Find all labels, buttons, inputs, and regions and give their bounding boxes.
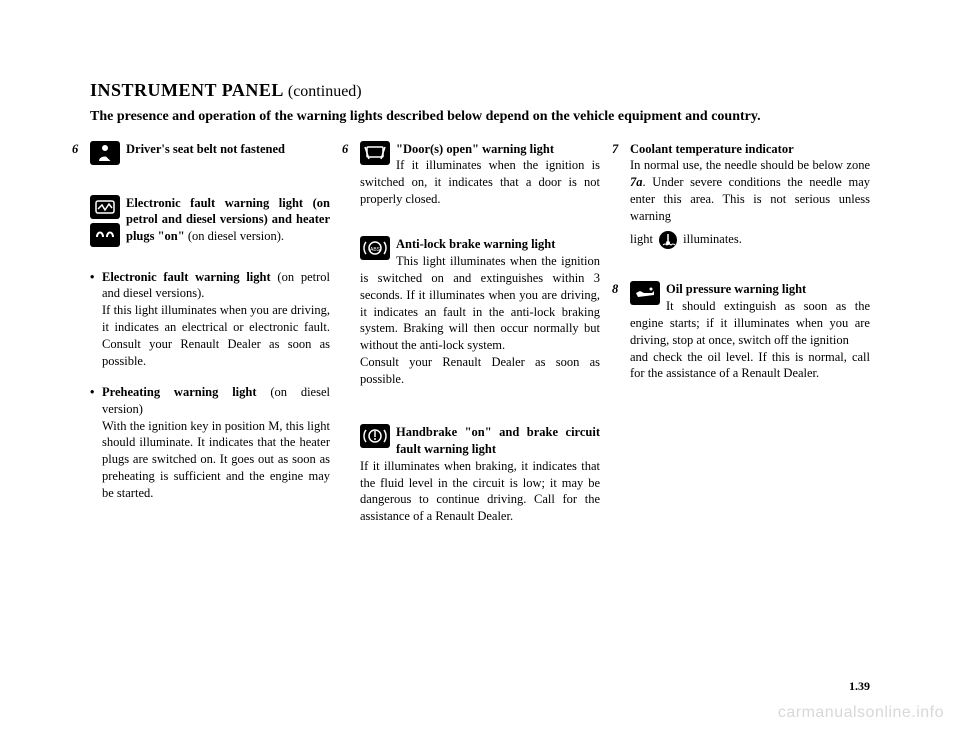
handbrake-icon bbox=[360, 424, 390, 448]
door-title: "Door(s) open" warning light bbox=[396, 142, 554, 156]
intro-text: The presence and operation of the warnin… bbox=[90, 107, 870, 127]
column-1: 6 Driver's seat belt not fastened Electr… bbox=[90, 141, 330, 546]
item-number: 8 bbox=[612, 281, 618, 298]
seatbelt-icon bbox=[90, 141, 120, 165]
item-number: 6 bbox=[342, 141, 348, 158]
electronic-fault-icon bbox=[90, 195, 120, 219]
column-3: 7 Coolant temperature indicator In norma… bbox=[630, 141, 870, 546]
bullet-preheating: Preheating warning light (on diesel vers… bbox=[90, 384, 330, 502]
coolant-title: Coolant temperature indicator bbox=[630, 142, 794, 156]
oil-body: It should extinguish as soon as the engi… bbox=[630, 299, 870, 347]
abs-title: Anti-lock brake warning light bbox=[396, 237, 555, 251]
heater-plug-icon bbox=[90, 223, 120, 247]
bullet-electronic: Electronic fault warning light (on petro… bbox=[90, 269, 330, 370]
seatbelt-title: Driver's seat belt not fastened bbox=[126, 142, 285, 156]
coolant-body-c: light bbox=[630, 232, 653, 246]
coolant-body-b: . Under severe conditions the needle may… bbox=[630, 175, 870, 223]
item-number: 6 bbox=[72, 141, 78, 158]
oil-body2: and check the oil level. If this is norm… bbox=[630, 350, 870, 381]
item-number: 7 bbox=[612, 141, 618, 158]
manual-page: INSTRUMENT PANEL (continued) The presenc… bbox=[0, 0, 960, 732]
page-heading: INSTRUMENT PANEL (continued) bbox=[90, 80, 870, 101]
abs-body: This light illuminates when the ignition… bbox=[360, 254, 600, 352]
abs-body2: Consult your Renault Dealer as soon as p… bbox=[360, 355, 600, 386]
coolant-body-d: illuminates. bbox=[683, 232, 742, 246]
item-oil: 8 Oil pressure warning light It should e… bbox=[630, 281, 870, 382]
heading-sub: (continued) bbox=[284, 83, 362, 100]
bullet-title: Electronic fault warning light bbox=[102, 270, 271, 284]
temperature-icon bbox=[659, 231, 677, 249]
door-body: If it illuminates when the ignition is s… bbox=[360, 158, 600, 206]
item-electronic-fault: Electronic fault warning light (on petro… bbox=[90, 195, 330, 249]
oil-icon bbox=[630, 281, 660, 305]
columns: 6 Driver's seat belt not fastened Electr… bbox=[90, 141, 870, 546]
handbrake-body: If it illuminates when braking, it indic… bbox=[360, 459, 600, 524]
svg-text:ABS: ABS bbox=[370, 247, 381, 253]
item-abs: ABS Anti-lock brake warning light This l… bbox=[360, 236, 600, 388]
coolant-ref: 7a bbox=[630, 175, 643, 189]
electronic-fault-tail: (on diesel version). bbox=[185, 229, 284, 243]
handbrake-title: Handbrake "on" and brake circuit fault w… bbox=[396, 425, 600, 456]
column-2: 6 "Door(s) open" warning light If it ill… bbox=[360, 141, 600, 546]
item-handbrake: Handbrake "on" and brake circuit fault w… bbox=[360, 424, 600, 525]
item-coolant: 7 Coolant temperature indicator In norma… bbox=[630, 141, 870, 250]
bullet-list: Electronic fault warning light (on petro… bbox=[90, 269, 330, 502]
watermark: carmanualsonline.info bbox=[778, 704, 944, 722]
door-open-icon bbox=[360, 141, 390, 165]
item-door-open: 6 "Door(s) open" warning light If it ill… bbox=[360, 141, 600, 209]
item-seatbelt: 6 Driver's seat belt not fastened bbox=[90, 141, 330, 167]
bullet-title: Preheating warning light bbox=[102, 385, 257, 399]
page-number: 1.39 bbox=[849, 679, 870, 694]
oil-title: Oil pressure warning light bbox=[666, 282, 806, 296]
bullet-body: If this light illuminates when you are d… bbox=[102, 303, 330, 368]
abs-icon: ABS bbox=[360, 236, 390, 260]
heading-main: INSTRUMENT PANEL bbox=[90, 80, 284, 100]
coolant-body-a: In normal use, the needle should be belo… bbox=[630, 158, 870, 172]
bullet-body: With the ignition key in position M, thi… bbox=[102, 419, 330, 501]
